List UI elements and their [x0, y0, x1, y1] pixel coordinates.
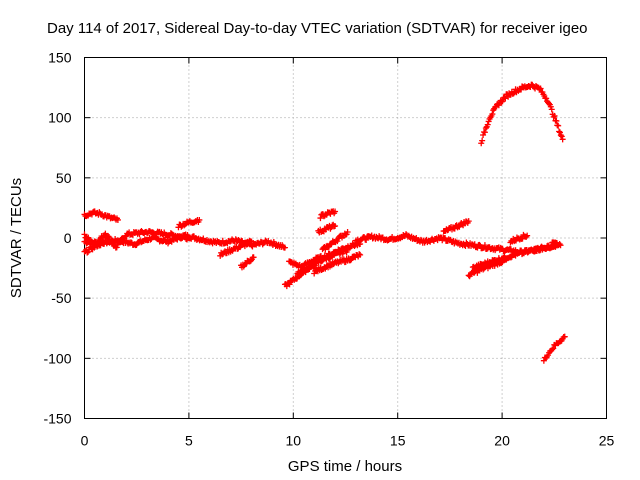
x-axis-label: GPS time / hours — [288, 458, 402, 475]
data-point — [356, 251, 363, 258]
data-point — [482, 125, 489, 132]
y-tick-label: 0 — [64, 230, 72, 246]
data-point — [81, 231, 88, 238]
data-point — [510, 90, 517, 97]
axis-ticks — [84, 57, 607, 419]
data-point — [317, 215, 324, 222]
data-point — [286, 281, 293, 288]
data-point — [334, 238, 341, 245]
data-point — [311, 262, 318, 269]
data-point — [250, 254, 257, 261]
data-point — [557, 132, 564, 139]
data-point — [94, 243, 101, 250]
data-point — [498, 259, 505, 266]
data-point — [479, 137, 486, 144]
data-point — [465, 218, 472, 225]
data-point — [489, 111, 496, 118]
data-point — [347, 257, 354, 264]
data-point — [332, 208, 339, 215]
y-axis-label: SDTVAR / TECUs — [8, 178, 25, 298]
x-tick-label: 25 — [599, 433, 615, 449]
data-point — [545, 100, 552, 107]
data-point — [549, 346, 556, 353]
x-tick-label: 5 — [185, 433, 193, 449]
data-point — [557, 242, 564, 249]
data-point — [537, 85, 544, 92]
data-point — [344, 247, 351, 254]
data-points — [81, 81, 568, 364]
data-point — [357, 241, 364, 248]
data-point — [481, 242, 488, 249]
data-point — [481, 129, 488, 136]
data-point — [122, 233, 129, 240]
data-point — [555, 122, 562, 129]
data-point — [106, 237, 113, 244]
data-point — [491, 262, 498, 269]
y-tick-label: 150 — [48, 50, 72, 66]
data-point — [114, 216, 121, 223]
data-point — [326, 255, 333, 262]
chart-title: Day 114 of 2017, Sidereal Day-to-day VTE… — [47, 20, 588, 37]
data-point — [97, 242, 104, 249]
data-point — [561, 333, 568, 340]
data-point — [553, 117, 560, 124]
data-point — [503, 256, 510, 263]
y-tick-label: 100 — [48, 110, 72, 126]
data-point — [556, 241, 563, 248]
data-point — [543, 95, 550, 102]
x-tick-label: 20 — [494, 433, 510, 449]
data-point — [476, 241, 483, 248]
data-point — [524, 232, 531, 239]
data-point — [310, 263, 317, 270]
data-point — [556, 128, 563, 135]
x-tick-label: 15 — [390, 433, 406, 449]
data-point — [332, 222, 339, 229]
data-point — [523, 233, 530, 240]
data-point — [281, 244, 288, 251]
data-point — [548, 106, 555, 113]
y-tick-labels: -150 -100 -50 0 50 100 150 — [43, 50, 71, 427]
data-point — [499, 98, 506, 105]
data-point — [357, 251, 364, 258]
x-tick-label: 10 — [286, 433, 302, 449]
data-point — [556, 129, 563, 136]
data-point — [247, 257, 254, 264]
data-point — [484, 121, 491, 128]
data-point — [185, 235, 192, 241]
data-point — [363, 236, 370, 243]
data-point — [551, 112, 558, 119]
y-tick-label: -50 — [51, 290, 71, 306]
x-tick-labels: 0 5 10 15 20 25 — [81, 433, 615, 449]
y-tick-label: -100 — [43, 350, 71, 366]
y-tick-label: 50 — [56, 170, 72, 186]
data-point — [84, 249, 91, 256]
data-point — [196, 216, 203, 223]
data-point — [558, 133, 565, 140]
data-point — [117, 239, 124, 246]
data-point — [550, 113, 557, 120]
data-point — [248, 238, 255, 245]
data-point — [344, 228, 351, 235]
y-tick-label: -150 — [43, 411, 71, 427]
x-tick-label: 0 — [81, 433, 89, 449]
data-point — [559, 136, 566, 143]
